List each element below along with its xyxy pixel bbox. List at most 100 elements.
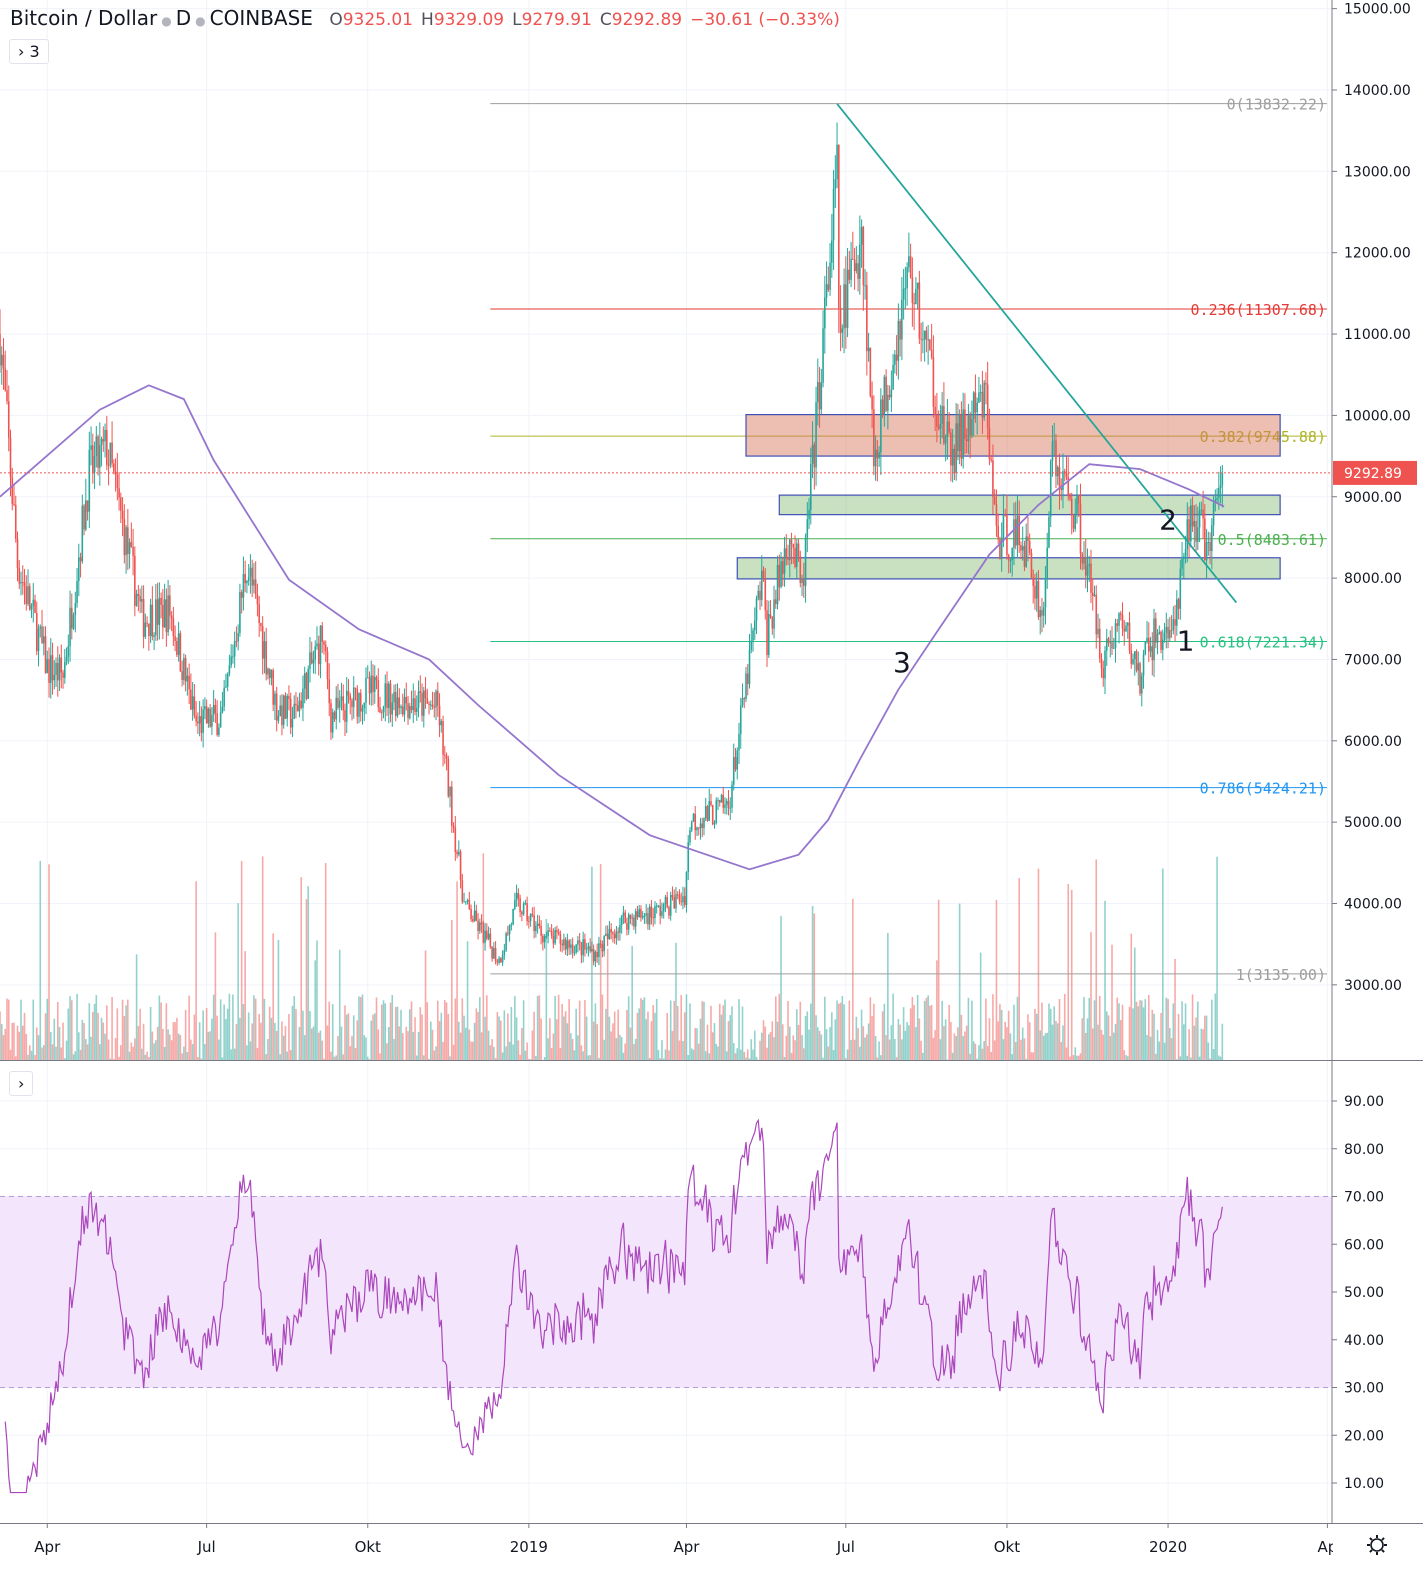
candle (1105, 628, 1108, 666)
candle (634, 908, 637, 934)
candle-body (104, 430, 106, 442)
volume-bar (1104, 900, 1106, 1060)
candle (971, 400, 973, 439)
volume-bar (958, 903, 961, 1060)
candle (902, 268, 905, 320)
volume-bar (704, 1051, 707, 1060)
candle-body (958, 414, 961, 452)
candle-body (936, 414, 938, 427)
candle-body (1161, 639, 1164, 650)
candle-body (137, 593, 140, 597)
gear-icon[interactable] (1367, 1535, 1387, 1555)
candle-body (1006, 515, 1008, 555)
candle-body (584, 939, 586, 950)
candle-body (51, 655, 54, 681)
candle-body (239, 592, 241, 633)
volume-bar (769, 1032, 772, 1060)
candle (319, 625, 322, 679)
candle (1114, 618, 1117, 663)
candle-body (930, 349, 933, 358)
candle-body (608, 928, 611, 940)
volume-bar (725, 1051, 728, 1060)
candle (680, 892, 683, 906)
candle-body (1030, 552, 1033, 578)
candle (11, 467, 14, 511)
candle (326, 647, 329, 690)
candle (1167, 618, 1169, 648)
candle (549, 927, 551, 932)
indicators-toggle-button[interactable]: › 3 (9, 39, 49, 64)
candle (720, 793, 723, 803)
volume-bar (433, 1050, 436, 1060)
candle-body (1086, 566, 1089, 576)
candle (1069, 493, 1071, 502)
rsi-toggle-button[interactable]: › (9, 1071, 34, 1096)
candle-body (599, 943, 602, 945)
volume-bar (1142, 1007, 1145, 1060)
candle-body (542, 935, 544, 943)
candle-body (626, 923, 628, 930)
interval[interactable]: D (175, 6, 192, 30)
volume-bar (864, 1037, 866, 1060)
candle-body (125, 527, 127, 556)
candle-body (1097, 628, 1099, 635)
candle (14, 495, 17, 543)
candle (382, 705, 385, 719)
candle-body (251, 567, 253, 586)
candle-body (37, 628, 40, 652)
candle-body (543, 936, 546, 943)
volume-bar (251, 1023, 253, 1060)
volume-bar (1013, 1004, 1015, 1060)
volume-bar (505, 1046, 507, 1060)
candle (650, 900, 653, 925)
candle-body (1095, 594, 1098, 635)
candle (408, 702, 411, 720)
price-tick-label: 10000.00 (1344, 408, 1411, 424)
candle (860, 219, 863, 268)
candle-body (831, 240, 833, 263)
candle-body (1042, 607, 1045, 616)
volume-bar (913, 1005, 915, 1060)
candle-body (869, 347, 872, 397)
candle (1200, 501, 1203, 516)
volume-bar (836, 1000, 838, 1060)
candle-body (338, 700, 341, 708)
candle (1109, 630, 1112, 658)
candle (1081, 551, 1084, 571)
volume-bar (731, 1006, 733, 1060)
volume-bar (932, 1037, 935, 1060)
volume-bar (174, 1022, 176, 1060)
candle-body (1112, 647, 1115, 649)
candle (739, 697, 742, 749)
volume-bar (317, 1032, 320, 1060)
candle (1153, 608, 1155, 678)
candle (1074, 498, 1077, 532)
candle (939, 404, 942, 445)
volume-bar (774, 996, 777, 1060)
candle (69, 590, 71, 662)
candle-body (1081, 553, 1084, 564)
candle (1020, 541, 1022, 560)
volume-bar (780, 915, 782, 1060)
candle-body (20, 581, 22, 584)
candle-body (598, 943, 600, 958)
volume-bar (472, 1041, 474, 1060)
volume-bar (1125, 1055, 1127, 1060)
candle (683, 887, 686, 908)
candle-body (517, 893, 520, 899)
candle-body (475, 910, 478, 921)
volume-bar (1009, 1033, 1012, 1060)
candle (242, 556, 245, 611)
candle (480, 914, 483, 933)
candle-body (298, 700, 301, 712)
candle (79, 552, 82, 578)
volume-bar (669, 1000, 672, 1060)
volume-bar (1149, 1036, 1152, 1060)
volume-bar (11, 1022, 14, 1060)
candle (997, 513, 999, 544)
candle-body (286, 696, 288, 719)
candle (767, 600, 770, 658)
volume-bar (825, 1029, 828, 1060)
symbol-name[interactable]: Bitcoin / Dollar (10, 6, 158, 30)
